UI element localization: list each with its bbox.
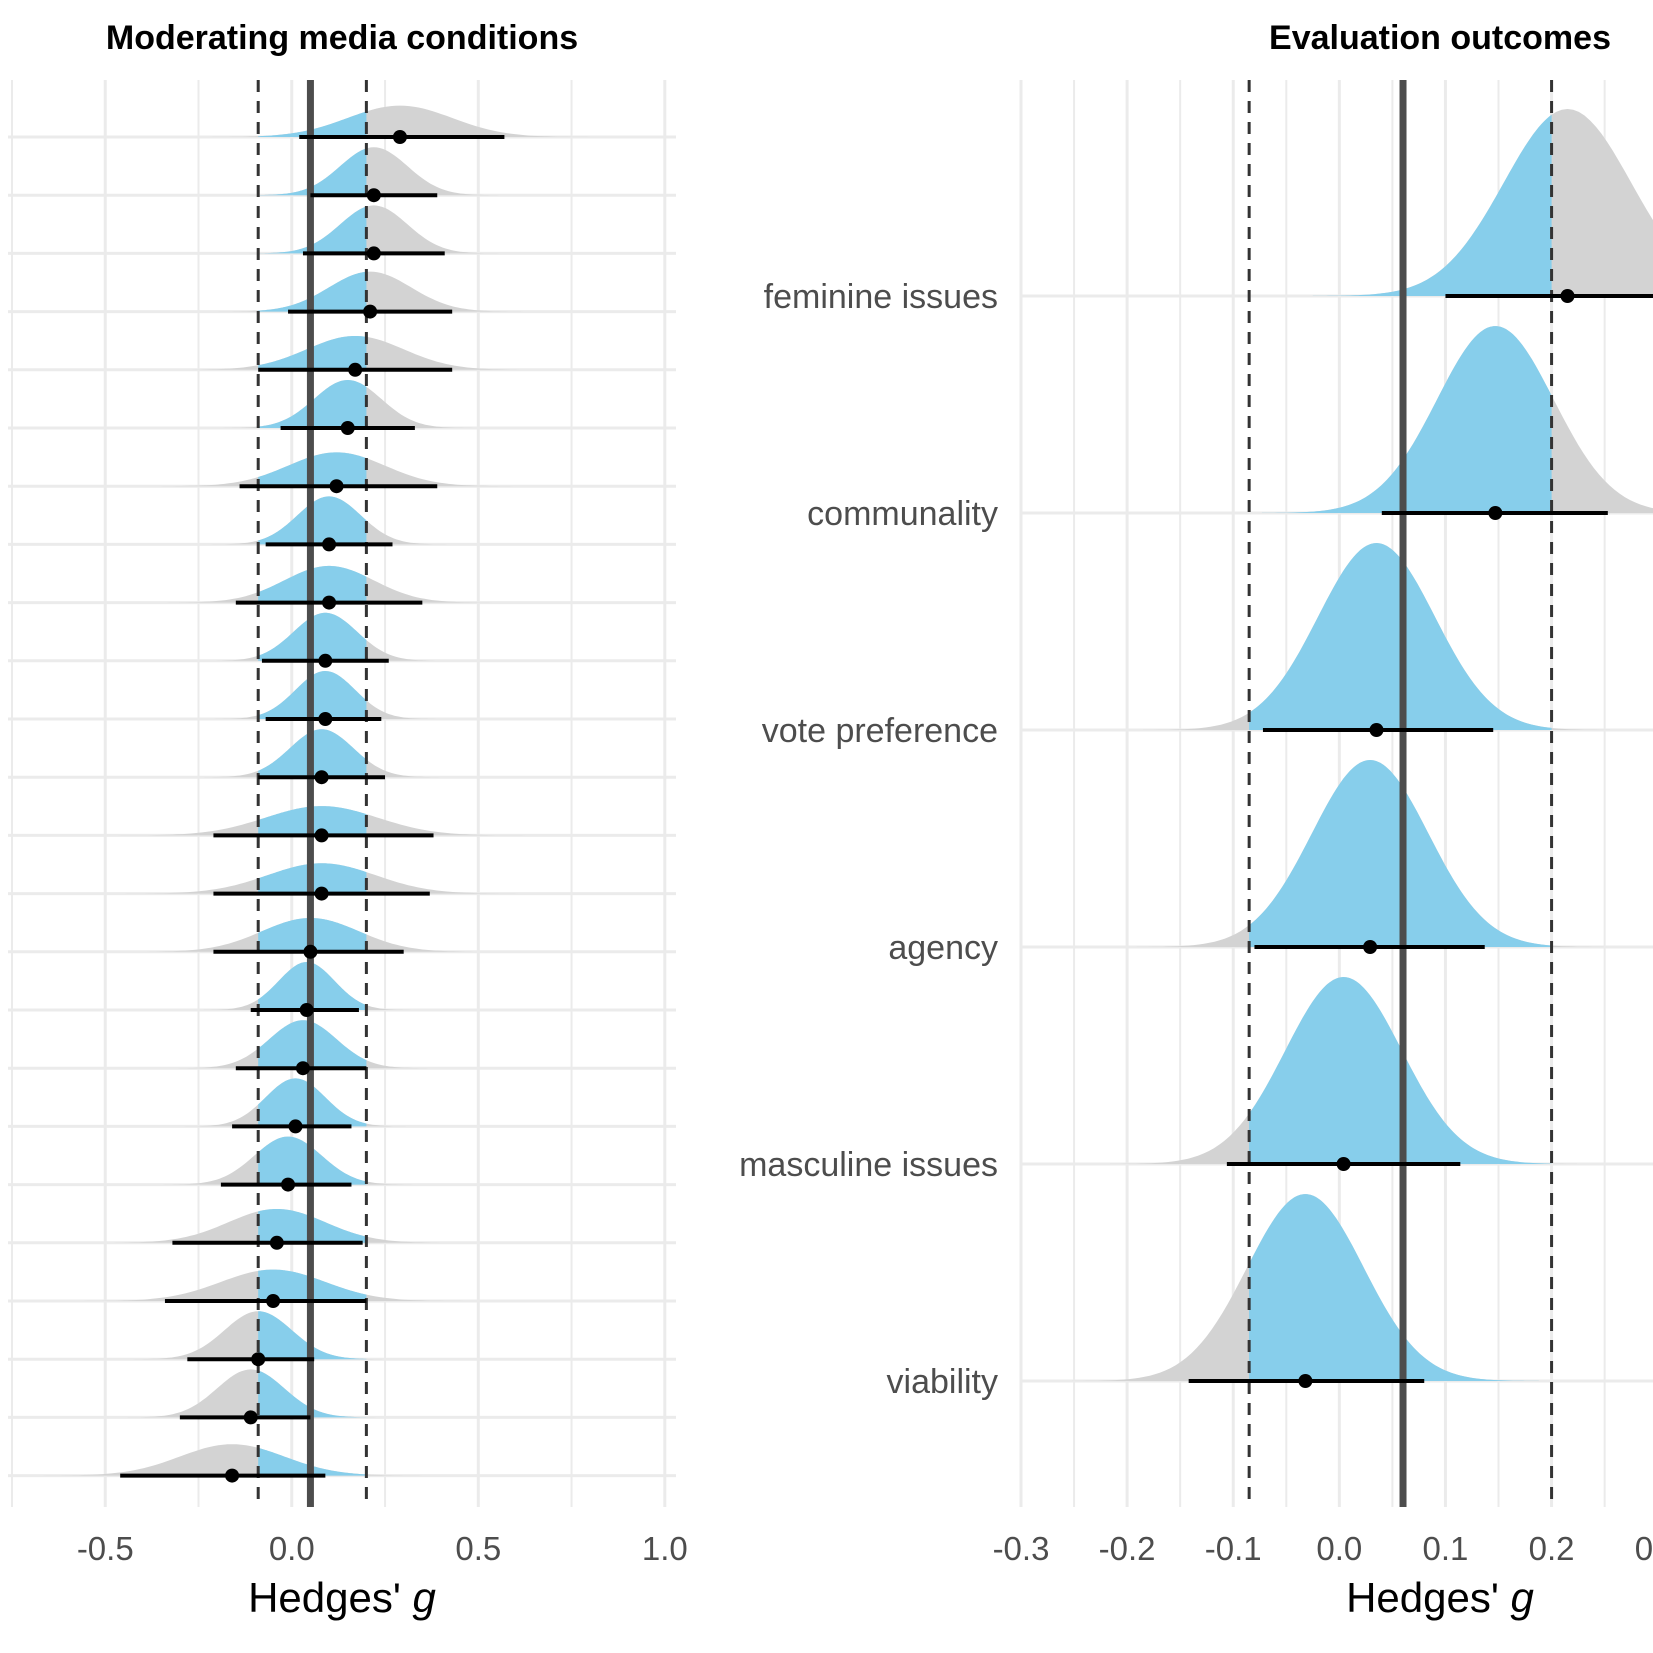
density-row	[1071, 1194, 1539, 1381]
point-estimate	[363, 304, 378, 319]
category-label: agency	[888, 929, 998, 967]
density-row	[1136, 760, 1604, 947]
density-row	[168, 1020, 438, 1069]
point-estimate	[340, 421, 355, 435]
category-label: masculine issues	[739, 1146, 998, 1184]
category-label: vote preference	[762, 712, 998, 750]
point-estimate	[318, 712, 333, 726]
point-estimate	[281, 1177, 296, 1192]
left-plot-area: -0.5 0.0 0.5 1.0	[8, 80, 688, 1567]
density-inside-rope	[1249, 1194, 1539, 1381]
x-tick-label: -0.2	[1099, 1530, 1156, 1567]
point-estimate	[322, 537, 337, 552]
density-row	[206, 671, 445, 719]
density-row	[123, 1311, 393, 1360]
point-estimate	[251, 1352, 266, 1367]
density-row	[153, 1136, 423, 1185]
density-inside-rope	[1261, 326, 1552, 513]
density-inside-rope	[258, 111, 367, 137]
right-panel-title: Evaluation outcomes	[1269, 19, 1611, 57]
density-row	[202, 496, 456, 545]
density-outside-rope	[239, 205, 509, 254]
point-estimate	[269, 1235, 284, 1250]
point-estimate	[295, 1061, 310, 1076]
density-row	[239, 147, 509, 196]
point-estimate	[314, 770, 329, 785]
category-label: communality	[807, 495, 998, 533]
point-estimate	[322, 595, 337, 610]
density-outside-rope	[206, 271, 535, 312]
point-estimate	[348, 362, 363, 377]
density-row	[191, 105, 609, 137]
density-row	[206, 271, 535, 312]
density-inside-rope	[258, 271, 367, 312]
density-inside-rope	[258, 206, 367, 254]
point-estimate	[1336, 1157, 1351, 1171]
density-outside-rope	[191, 105, 609, 137]
density-row	[116, 1369, 386, 1418]
point-estimate	[1369, 723, 1384, 737]
point-estimate	[1560, 289, 1575, 303]
density-inside-rope	[1312, 114, 1552, 296]
point-estimate	[318, 653, 333, 668]
point-estimate	[1488, 506, 1503, 520]
point-estimate	[392, 130, 407, 144]
x-tick-label: -0.1	[1205, 1530, 1262, 1567]
right-plot-area: -0.3 -0.2 -0.1 0.0 0.1 0.2 0.3 feminine issues c…	[739, 80, 1653, 1567]
density-row	[198, 612, 453, 661]
density-outside-rope	[116, 1369, 386, 1418]
point-estimate	[1363, 940, 1378, 954]
x-tick-label: 1.0	[642, 1530, 688, 1567]
point-estimate	[288, 1119, 303, 1134]
density-row	[213, 380, 482, 428]
x-tick-label: 0.0	[269, 1530, 315, 1567]
density-row	[176, 1078, 415, 1127]
density-row	[1312, 109, 1653, 296]
point-estimate	[299, 1003, 314, 1017]
x-tick-label: -0.3	[993, 1530, 1050, 1567]
density-row	[239, 205, 509, 254]
left-x-axis-title: Hedges' g	[248, 1574, 436, 1621]
left-panel-title: Moderating media conditions	[106, 19, 578, 57]
right-x-axis-title: Hedges' g	[1346, 1574, 1534, 1621]
point-estimate	[243, 1410, 258, 1425]
density-outside-rope	[1312, 109, 1653, 296]
x-tick-label: 0.3	[1635, 1530, 1653, 1567]
density-outside-rope	[23, 1444, 441, 1476]
density-outside-rope	[239, 147, 509, 196]
density-row	[1261, 326, 1653, 513]
x-tick-label: -0.5	[77, 1530, 134, 1567]
x-tick-label: 0.2	[1529, 1530, 1575, 1567]
point-estimate	[314, 886, 329, 901]
intervals	[120, 130, 505, 1483]
point-estimate	[225, 1468, 240, 1483]
density-inside-rope	[258, 1311, 367, 1360]
point-estimate	[329, 479, 344, 494]
intervals	[1188, 289, 1653, 1388]
density-inside-rope	[258, 1370, 367, 1418]
point-estimate	[314, 828, 329, 843]
category-label: feminine issues	[764, 278, 998, 316]
point-estimate	[1298, 1374, 1313, 1388]
density-row	[1143, 543, 1610, 730]
point-estimate	[266, 1294, 281, 1308]
density-row	[23, 1444, 441, 1476]
density-inside-rope	[258, 1447, 367, 1476]
category-label: viability	[887, 1363, 998, 1401]
density-inside-rope	[258, 148, 367, 196]
x-tick-label: 0.1	[1423, 1530, 1469, 1567]
x-tick-label: 0.5	[455, 1530, 501, 1567]
x-tick-label: 0.0	[1316, 1530, 1362, 1567]
point-estimate	[366, 246, 381, 261]
point-estimate	[303, 944, 318, 959]
density-row	[194, 729, 449, 778]
point-estimate	[366, 188, 381, 203]
